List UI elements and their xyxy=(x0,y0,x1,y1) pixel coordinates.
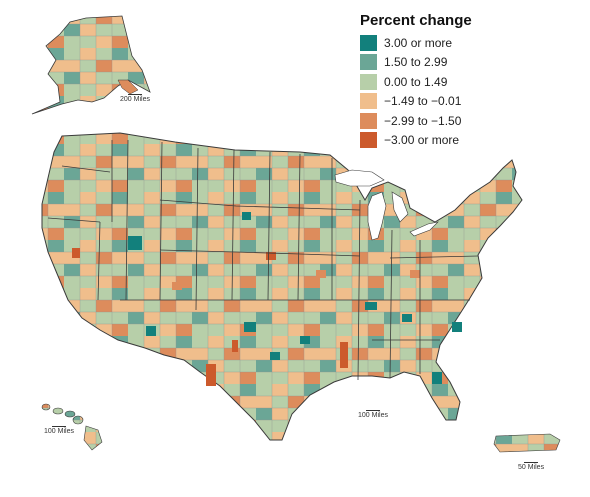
legend: Percent change 3.00 or more 1.50 to 2.99… xyxy=(360,12,510,150)
lake-michigan xyxy=(367,191,387,241)
legend-swatch xyxy=(360,112,377,129)
legend-item: 3.00 or more xyxy=(360,33,510,53)
puerto-rico-shape xyxy=(493,433,561,453)
hawaii-scale-bar: 100 Miles xyxy=(44,426,74,435)
legend-swatch xyxy=(360,132,377,149)
legend-label: −1.49 to −0.01 xyxy=(384,94,462,109)
legend-swatch xyxy=(360,73,377,90)
legend-item: 1.50 to 2.99 xyxy=(360,53,510,73)
alaska-shape xyxy=(31,15,151,115)
legend-label: −2.99 to −1.50 xyxy=(384,113,462,128)
alaska-scale-label: 200 Miles xyxy=(120,96,150,103)
puerto-rico-scale-label: 50 Miles xyxy=(518,464,545,471)
legend-item: −3.00 or more xyxy=(360,131,510,151)
legend-title: Percent change xyxy=(360,12,472,29)
legend-label: 0.00 to 1.49 xyxy=(384,74,448,89)
lake-huron xyxy=(391,191,409,223)
hawaii-shape xyxy=(41,403,103,451)
legend-item: 0.00 to 1.49 xyxy=(360,72,510,92)
legend-swatch xyxy=(360,93,377,110)
scale-line xyxy=(365,410,380,411)
scale-line xyxy=(51,426,66,427)
legend-label: 1.50 to 2.99 xyxy=(384,55,448,70)
legend-label: −3.00 or more xyxy=(384,133,460,148)
conus-scale-label: 100 Miles xyxy=(358,412,388,419)
scale-line xyxy=(524,462,539,463)
scale-line xyxy=(127,94,142,95)
alaska-panhandle xyxy=(117,79,139,95)
legend-swatch xyxy=(360,34,377,51)
puerto-rico-scale-bar: 50 Miles xyxy=(518,462,544,471)
lake-superior xyxy=(334,169,385,187)
conus-scale-bar: 100 Miles xyxy=(358,410,388,419)
legend-item: −1.49 to −0.01 xyxy=(360,92,510,112)
legend-item: −2.99 to −1.50 xyxy=(360,111,510,131)
hawaii-scale-label: 100 Miles xyxy=(44,428,74,435)
alaska-scale-bar: 200 Miles xyxy=(120,94,150,103)
county-highlights xyxy=(72,212,462,386)
contiguous-us-shape xyxy=(41,132,523,441)
legend-label: 3.00 or more xyxy=(384,35,453,50)
lake-erie xyxy=(409,221,439,237)
legend-swatch xyxy=(360,54,377,71)
state-borders xyxy=(47,139,479,381)
